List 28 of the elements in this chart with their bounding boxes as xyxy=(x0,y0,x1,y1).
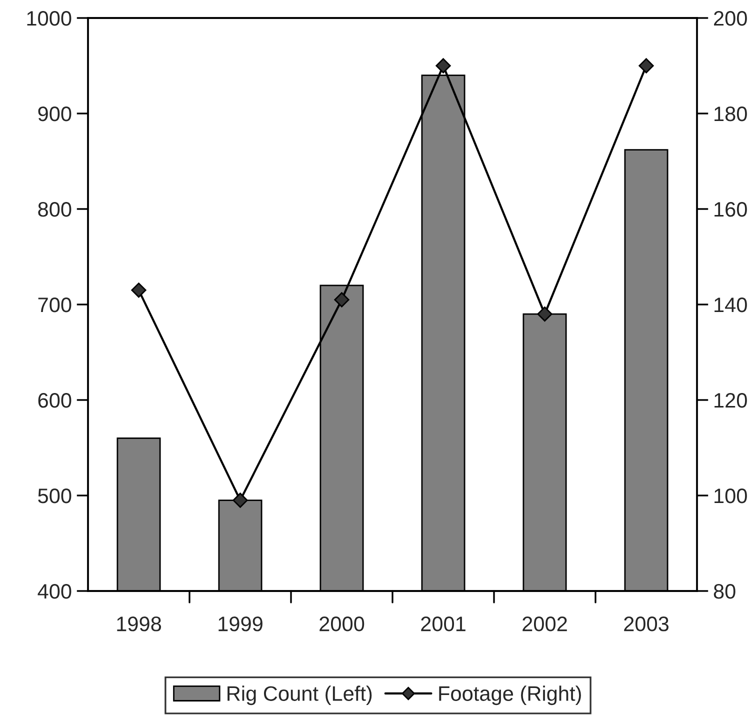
point xyxy=(436,58,451,74)
legend-label: Footage (Right) xyxy=(439,686,581,706)
y-tick-label: 500 xyxy=(38,488,72,504)
y-tick-label: 800 xyxy=(38,202,72,217)
x-tick-label: 2001 xyxy=(421,616,466,632)
x-tick-label: 1999 xyxy=(218,616,262,632)
point xyxy=(232,492,248,508)
y2-tick-label: 140 xyxy=(714,298,747,312)
point xyxy=(131,282,146,298)
x-tick-label: 2003 xyxy=(624,616,669,632)
x-tick-label: 1998 xyxy=(117,616,162,632)
y-tick-label: 700 xyxy=(38,298,72,312)
y-tick-label: 900 xyxy=(38,106,72,122)
point xyxy=(537,306,552,322)
y2-tick-label: 180 xyxy=(714,106,747,122)
point xyxy=(334,292,350,308)
y2-tick-label: 100 xyxy=(714,488,747,504)
y-tick-label: 600 xyxy=(38,393,72,408)
point xyxy=(638,58,654,74)
x-tick-label: 2000 xyxy=(320,616,364,632)
y-tick-label: 400 xyxy=(38,584,72,599)
y-tick-label: 1000 xyxy=(27,11,72,26)
y2-tick-label: 200 xyxy=(714,11,747,26)
y2-tick-label: 80 xyxy=(714,584,736,599)
y2-tick-label: 160 xyxy=(714,202,747,217)
legend-label: Rig Count (Left) xyxy=(228,686,372,706)
y2-tick-label: 120 xyxy=(714,393,747,408)
x-tick-label: 2002 xyxy=(522,616,567,632)
